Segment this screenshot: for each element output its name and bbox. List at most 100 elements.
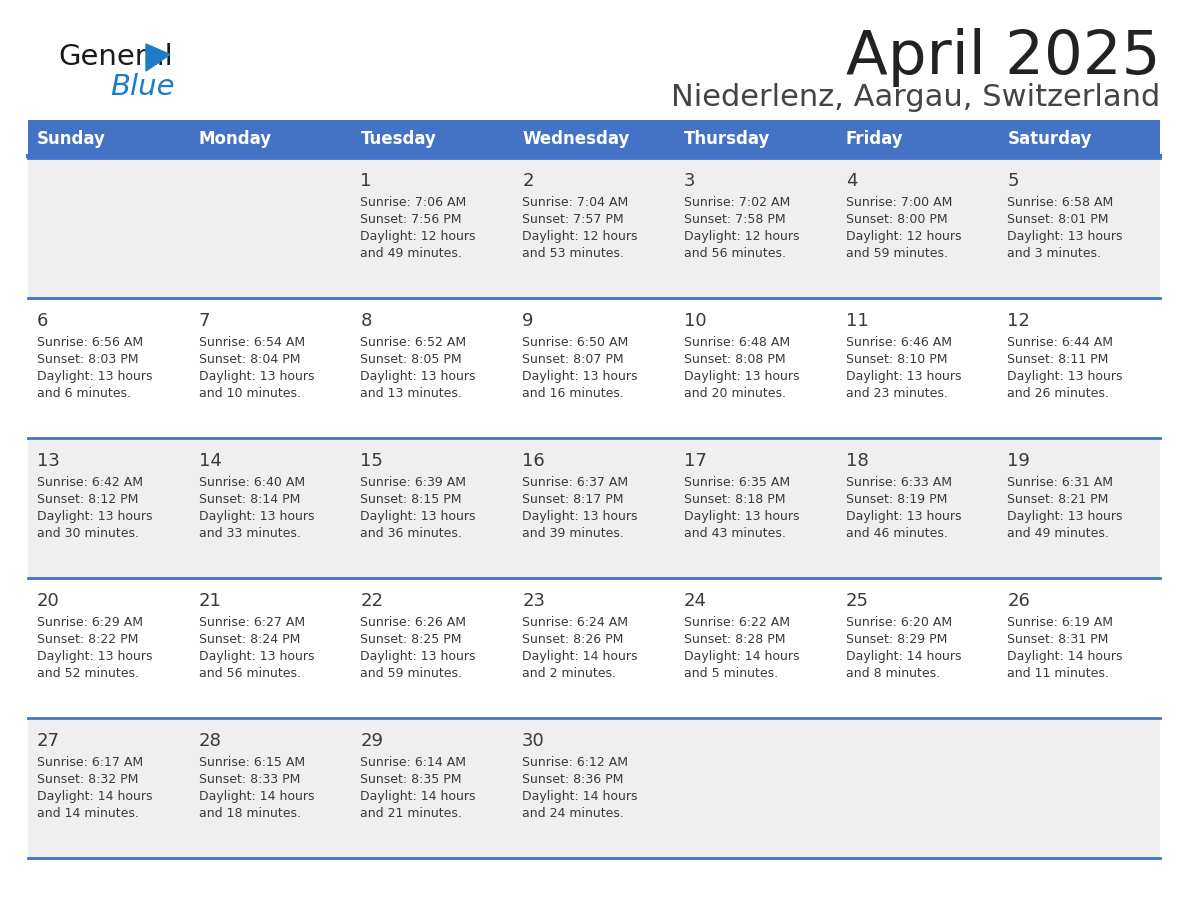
- Text: Sunset: 7:56 PM: Sunset: 7:56 PM: [360, 213, 462, 226]
- Text: Sunset: 8:31 PM: Sunset: 8:31 PM: [1007, 633, 1108, 646]
- Text: Tuesday: Tuesday: [360, 130, 436, 148]
- Text: 6: 6: [37, 312, 49, 330]
- Text: 11: 11: [846, 312, 868, 330]
- Text: Daylight: 13 hours
and 52 minutes.: Daylight: 13 hours and 52 minutes.: [37, 650, 152, 680]
- Text: Sunset: 8:33 PM: Sunset: 8:33 PM: [198, 773, 301, 786]
- Text: Daylight: 13 hours
and 30 minutes.: Daylight: 13 hours and 30 minutes.: [37, 510, 152, 540]
- Text: Daylight: 13 hours
and 43 minutes.: Daylight: 13 hours and 43 minutes.: [684, 510, 800, 540]
- Text: 28: 28: [198, 732, 222, 750]
- Text: Daylight: 13 hours
and 23 minutes.: Daylight: 13 hours and 23 minutes.: [846, 370, 961, 400]
- Text: Daylight: 13 hours
and 16 minutes.: Daylight: 13 hours and 16 minutes.: [523, 370, 638, 400]
- Text: Daylight: 14 hours
and 24 minutes.: Daylight: 14 hours and 24 minutes.: [523, 790, 638, 820]
- Text: Blue: Blue: [110, 73, 175, 101]
- Text: General: General: [58, 43, 172, 71]
- Text: Daylight: 13 hours
and 59 minutes.: Daylight: 13 hours and 59 minutes.: [360, 650, 476, 680]
- Text: Sunset: 8:11 PM: Sunset: 8:11 PM: [1007, 353, 1108, 366]
- Text: 2: 2: [523, 172, 533, 190]
- Text: Sunset: 8:14 PM: Sunset: 8:14 PM: [198, 493, 301, 506]
- Text: Saturday: Saturday: [1007, 130, 1092, 148]
- Text: Daylight: 13 hours
and 26 minutes.: Daylight: 13 hours and 26 minutes.: [1007, 370, 1123, 400]
- Text: 18: 18: [846, 452, 868, 470]
- Text: Sunrise: 6:31 AM: Sunrise: 6:31 AM: [1007, 476, 1113, 489]
- Text: Daylight: 14 hours
and 8 minutes.: Daylight: 14 hours and 8 minutes.: [846, 650, 961, 680]
- Text: Daylight: 13 hours
and 13 minutes.: Daylight: 13 hours and 13 minutes.: [360, 370, 476, 400]
- Text: Sunrise: 6:54 AM: Sunrise: 6:54 AM: [198, 336, 305, 349]
- Text: 23: 23: [523, 592, 545, 610]
- Text: 22: 22: [360, 592, 384, 610]
- Text: Sunrise: 6:15 AM: Sunrise: 6:15 AM: [198, 756, 305, 769]
- Text: Daylight: 12 hours
and 53 minutes.: Daylight: 12 hours and 53 minutes.: [523, 230, 638, 260]
- Text: Sunrise: 6:29 AM: Sunrise: 6:29 AM: [37, 616, 143, 629]
- Text: April 2025: April 2025: [846, 28, 1159, 87]
- Text: Sunset: 8:08 PM: Sunset: 8:08 PM: [684, 353, 785, 366]
- Text: 24: 24: [684, 592, 707, 610]
- Text: Sunrise: 6:27 AM: Sunrise: 6:27 AM: [198, 616, 305, 629]
- Text: Sunrise: 6:39 AM: Sunrise: 6:39 AM: [360, 476, 467, 489]
- Text: Daylight: 14 hours
and 18 minutes.: Daylight: 14 hours and 18 minutes.: [198, 790, 314, 820]
- Text: Sunset: 8:29 PM: Sunset: 8:29 PM: [846, 633, 947, 646]
- Text: Sunset: 8:17 PM: Sunset: 8:17 PM: [523, 493, 624, 506]
- Text: Sunrise: 6:17 AM: Sunrise: 6:17 AM: [37, 756, 143, 769]
- Text: Friday: Friday: [846, 130, 903, 148]
- Text: Sunrise: 6:56 AM: Sunrise: 6:56 AM: [37, 336, 143, 349]
- Text: Sunset: 8:25 PM: Sunset: 8:25 PM: [360, 633, 462, 646]
- Text: Sunset: 8:05 PM: Sunset: 8:05 PM: [360, 353, 462, 366]
- Text: Sunrise: 6:26 AM: Sunrise: 6:26 AM: [360, 616, 467, 629]
- Text: Thursday: Thursday: [684, 130, 770, 148]
- Text: Sunset: 8:24 PM: Sunset: 8:24 PM: [198, 633, 301, 646]
- Text: Daylight: 14 hours
and 21 minutes.: Daylight: 14 hours and 21 minutes.: [360, 790, 476, 820]
- Text: Sunset: 8:03 PM: Sunset: 8:03 PM: [37, 353, 139, 366]
- Text: Sunrise: 6:12 AM: Sunrise: 6:12 AM: [523, 756, 628, 769]
- Text: Sunset: 8:28 PM: Sunset: 8:28 PM: [684, 633, 785, 646]
- Text: Daylight: 14 hours
and 5 minutes.: Daylight: 14 hours and 5 minutes.: [684, 650, 800, 680]
- Text: Sunrise: 6:35 AM: Sunrise: 6:35 AM: [684, 476, 790, 489]
- Text: Daylight: 13 hours
and 39 minutes.: Daylight: 13 hours and 39 minutes.: [523, 510, 638, 540]
- Text: 25: 25: [846, 592, 868, 610]
- Text: Sunset: 7:58 PM: Sunset: 7:58 PM: [684, 213, 785, 226]
- Text: Sunset: 8:21 PM: Sunset: 8:21 PM: [1007, 493, 1108, 506]
- Bar: [29, 438, 1159, 578]
- Text: 10: 10: [684, 312, 707, 330]
- Text: Daylight: 13 hours
and 33 minutes.: Daylight: 13 hours and 33 minutes.: [198, 510, 314, 540]
- Text: Sunrise: 7:02 AM: Sunrise: 7:02 AM: [684, 196, 790, 209]
- Text: Sunset: 8:36 PM: Sunset: 8:36 PM: [523, 773, 624, 786]
- Text: Sunset: 8:15 PM: Sunset: 8:15 PM: [360, 493, 462, 506]
- Text: Sunset: 8:26 PM: Sunset: 8:26 PM: [523, 633, 624, 646]
- Text: 16: 16: [523, 452, 545, 470]
- Text: Daylight: 14 hours
and 2 minutes.: Daylight: 14 hours and 2 minutes.: [523, 650, 638, 680]
- Text: Daylight: 12 hours
and 49 minutes.: Daylight: 12 hours and 49 minutes.: [360, 230, 476, 260]
- Text: Daylight: 13 hours
and 6 minutes.: Daylight: 13 hours and 6 minutes.: [37, 370, 152, 400]
- Text: 29: 29: [360, 732, 384, 750]
- Bar: [29, 578, 1159, 718]
- Text: Wednesday: Wednesday: [523, 130, 630, 148]
- Text: 5: 5: [1007, 172, 1019, 190]
- Text: Sunset: 8:07 PM: Sunset: 8:07 PM: [523, 353, 624, 366]
- Text: 3: 3: [684, 172, 695, 190]
- Text: Daylight: 13 hours
and 3 minutes.: Daylight: 13 hours and 3 minutes.: [1007, 230, 1123, 260]
- Text: 17: 17: [684, 452, 707, 470]
- Text: 26: 26: [1007, 592, 1030, 610]
- Text: Daylight: 13 hours
and 20 minutes.: Daylight: 13 hours and 20 minutes.: [684, 370, 800, 400]
- Text: Sunrise: 6:37 AM: Sunrise: 6:37 AM: [523, 476, 628, 489]
- Text: Daylight: 13 hours
and 49 minutes.: Daylight: 13 hours and 49 minutes.: [1007, 510, 1123, 540]
- Bar: [29, 120, 1159, 158]
- Text: 4: 4: [846, 172, 857, 190]
- Text: 21: 21: [198, 592, 222, 610]
- Text: Sunrise: 6:42 AM: Sunrise: 6:42 AM: [37, 476, 143, 489]
- Bar: [29, 718, 1159, 858]
- Text: Sunrise: 7:04 AM: Sunrise: 7:04 AM: [523, 196, 628, 209]
- Text: Daylight: 13 hours
and 10 minutes.: Daylight: 13 hours and 10 minutes.: [198, 370, 314, 400]
- Text: Sunrise: 6:58 AM: Sunrise: 6:58 AM: [1007, 196, 1113, 209]
- Text: Sunrise: 6:40 AM: Sunrise: 6:40 AM: [198, 476, 305, 489]
- Text: Monday: Monday: [198, 130, 272, 148]
- Text: Sunrise: 6:44 AM: Sunrise: 6:44 AM: [1007, 336, 1113, 349]
- Text: Sunrise: 6:24 AM: Sunrise: 6:24 AM: [523, 616, 628, 629]
- Polygon shape: [146, 44, 170, 71]
- Text: 13: 13: [37, 452, 59, 470]
- Text: Daylight: 13 hours
and 36 minutes.: Daylight: 13 hours and 36 minutes.: [360, 510, 476, 540]
- Text: 14: 14: [198, 452, 222, 470]
- Text: 15: 15: [360, 452, 384, 470]
- Text: Sunset: 8:10 PM: Sunset: 8:10 PM: [846, 353, 947, 366]
- Text: 20: 20: [37, 592, 59, 610]
- Text: Sunrise: 6:22 AM: Sunrise: 6:22 AM: [684, 616, 790, 629]
